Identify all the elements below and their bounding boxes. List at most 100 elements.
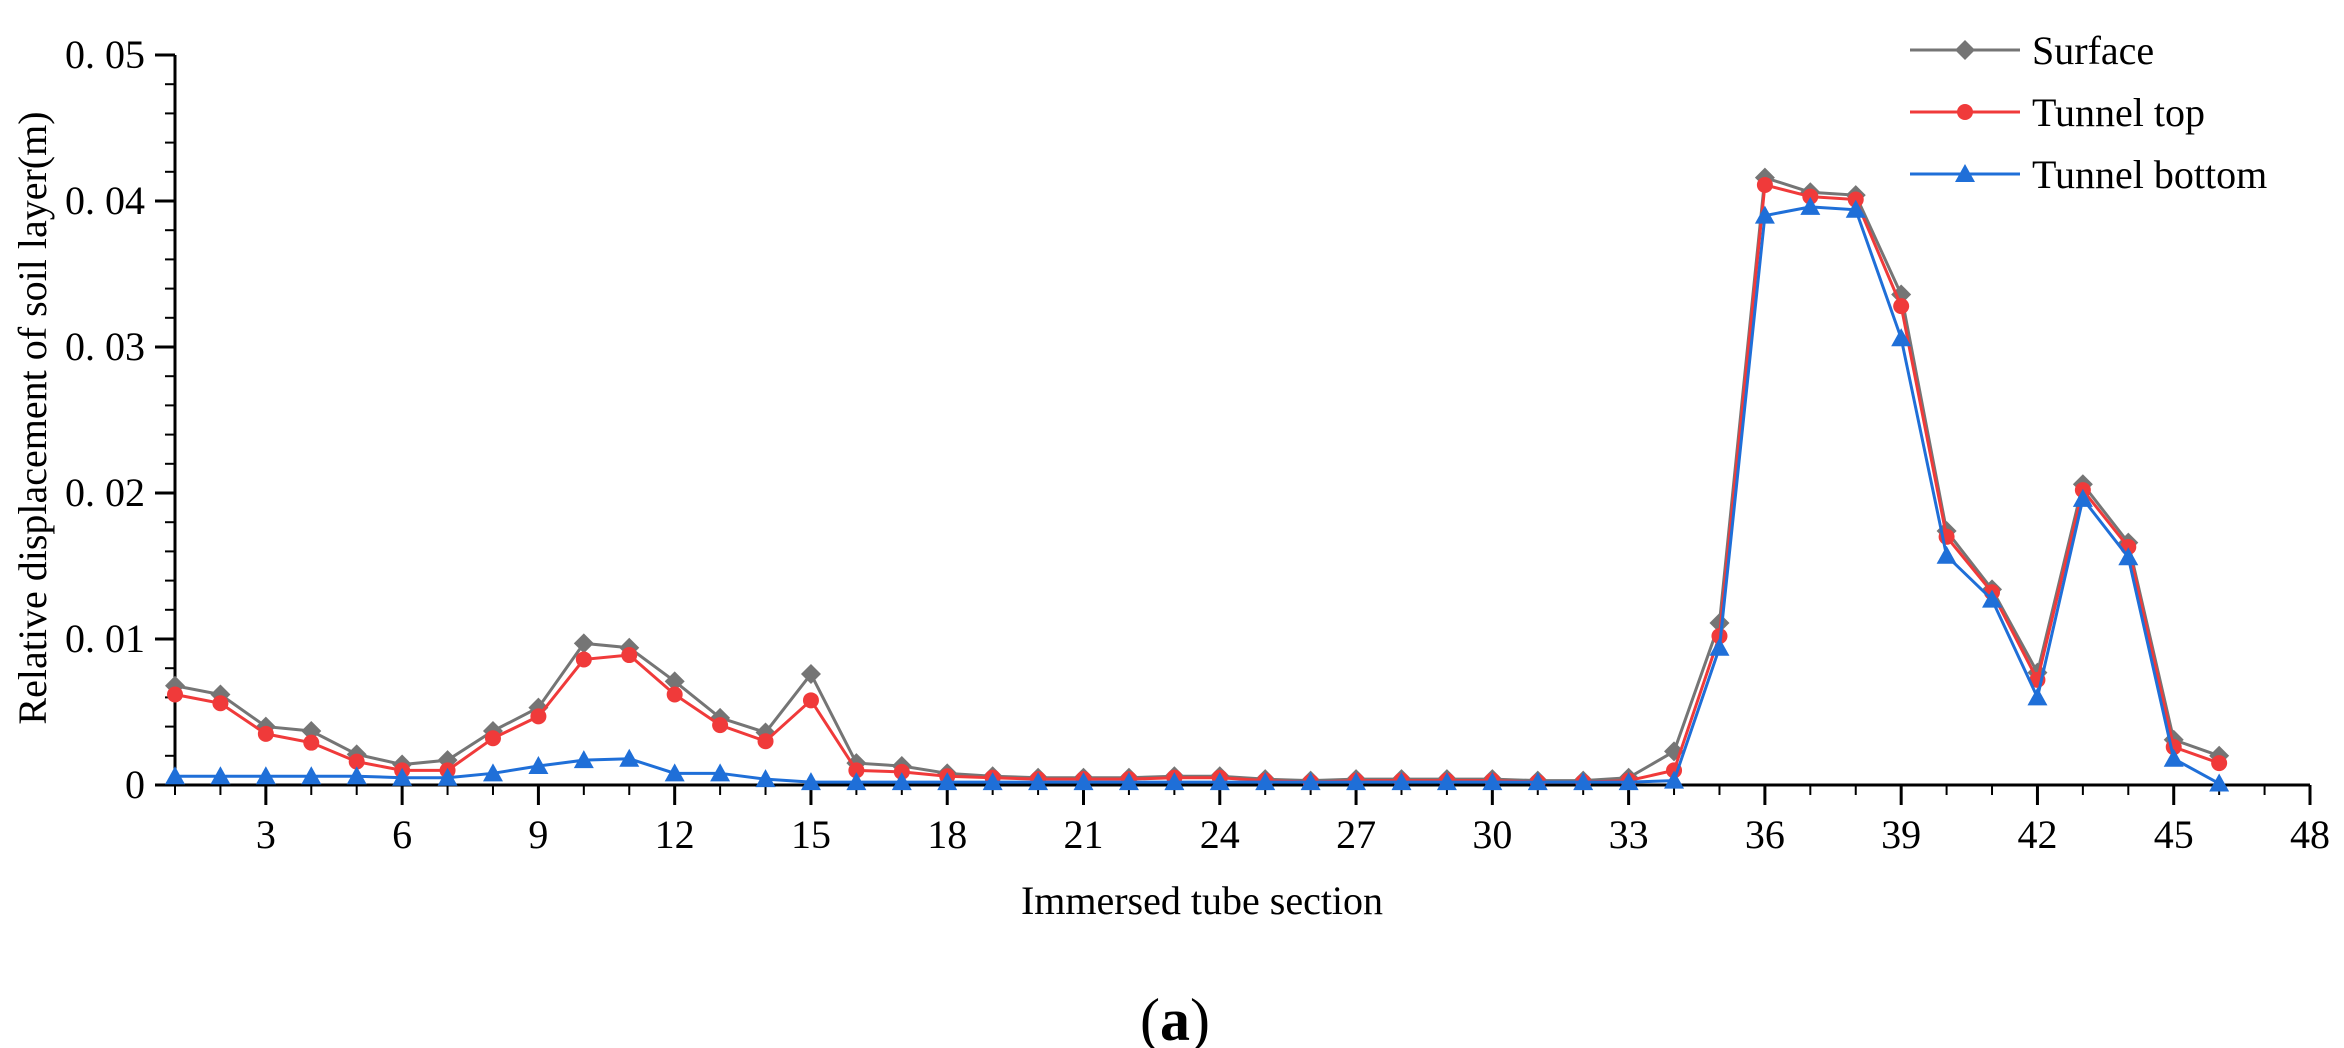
- data-point-tunnel-top: [1847, 191, 1864, 208]
- data-point-tunnel-bottom: [1891, 328, 1912, 347]
- data-point-tunnel-bottom: [1391, 772, 1412, 791]
- data-point-tunnel-bottom: [346, 766, 367, 785]
- data-point-tunnel-bottom: [1573, 772, 1594, 791]
- data-point-tunnel-bottom: [1664, 770, 1685, 789]
- data-point-tunnel-bottom: [891, 772, 912, 791]
- legend-marker: [1955, 164, 1975, 182]
- data-point-tunnel-bottom: [664, 763, 685, 782]
- data-point-tunnel-bottom: [392, 767, 413, 786]
- data-point-tunnel-bottom: [1709, 637, 1730, 656]
- y-tick-label: 0: [125, 762, 145, 807]
- x-tick-label: 6: [392, 812, 412, 857]
- data-point-tunnel-bottom: [846, 772, 867, 791]
- series-line-tunnel-bottom: [175, 205, 2220, 785]
- data-point-tunnel-bottom: [755, 769, 776, 788]
- x-tick-label: 42: [2017, 812, 2057, 857]
- data-point-tunnel-top: [893, 763, 910, 780]
- data-point-tunnel-top: [167, 686, 183, 703]
- x-tick-label: 12: [655, 812, 695, 857]
- x-tick-label: 27: [1336, 812, 1376, 857]
- data-point-tunnel-bottom: [255, 766, 276, 785]
- data-point-tunnel-bottom: [1936, 545, 1957, 564]
- x-axis-title: Immersed tube section: [1021, 878, 1383, 923]
- x-tick-label: 39: [1881, 812, 1921, 857]
- data-point-tunnel-bottom: [1028, 772, 1049, 791]
- x-tick-label: 36: [1745, 812, 1785, 857]
- panel-label-open: (: [1140, 987, 1160, 1048]
- data-point-tunnel-bottom: [2027, 687, 2048, 706]
- data-point-tunnel-bottom: [800, 772, 821, 791]
- data-point-tunnel-bottom: [1436, 772, 1457, 791]
- series-line-tunnel-top: [174, 183, 2220, 784]
- data-point-surface: [301, 720, 322, 741]
- data-point-tunnel-bottom: [2163, 748, 2184, 767]
- data-point-tunnel-bottom: [1482, 772, 1503, 791]
- data-point-tunnel-top: [303, 734, 320, 751]
- series-layer: [165, 167, 2230, 792]
- legend-item-tunnel-bottom: Tunnel bottom: [1910, 152, 2267, 197]
- data-point-tunnel-bottom: [619, 748, 640, 767]
- data-point-tunnel-top: [666, 686, 683, 703]
- legend-item-surface: Surface: [1910, 28, 2154, 73]
- data-point-tunnel-bottom: [1346, 772, 1367, 791]
- data-point-tunnel-bottom: [2118, 547, 2139, 566]
- data-point-tunnel-bottom: [437, 767, 458, 786]
- data-point-tunnel-bottom: [210, 766, 231, 785]
- data-point-tunnel-bottom: [482, 763, 503, 782]
- panel-label-close: ): [1190, 987, 1210, 1048]
- data-point-tunnel-top: [212, 695, 229, 712]
- legend-label: Surface: [2032, 28, 2154, 73]
- data-point-tunnel-bottom: [710, 763, 731, 782]
- x-tick-label: 45: [2154, 812, 2194, 857]
- data-point-tunnel-bottom: [1845, 199, 1866, 218]
- x-tick-label: 48: [2290, 812, 2330, 857]
- data-point-tunnel-bottom: [1800, 196, 1821, 215]
- data-point-tunnel-bottom: [1118, 772, 1139, 791]
- data-point-tunnel-bottom: [1982, 589, 2003, 608]
- panel-label: (a): [1140, 987, 1210, 1048]
- data-point-tunnel-top: [802, 692, 819, 709]
- data-point-tunnel-top: [848, 762, 865, 779]
- data-point-tunnel-bottom: [1209, 772, 1230, 791]
- data-point-tunnel-top: [1802, 188, 1819, 205]
- data-point-tunnel-bottom: [1255, 772, 1276, 791]
- data-point-tunnel-top: [2211, 755, 2228, 772]
- data-point-tunnel-bottom: [165, 766, 185, 785]
- data-point-tunnel-bottom: [301, 766, 322, 785]
- data-point-tunnel-bottom: [1164, 772, 1185, 791]
- data-point-tunnel-top: [1756, 176, 1773, 193]
- x-tick-label: 21: [1064, 812, 1104, 857]
- data-point-tunnel-bottom: [937, 772, 958, 791]
- data-point-surface: [1891, 284, 1912, 305]
- legend-label: Tunnel bottom: [2032, 152, 2267, 197]
- y-axis-title: Relative displacement of soil layer(m): [10, 111, 55, 724]
- panel-label-letter: a: [1160, 987, 1190, 1048]
- data-point-tunnel-bottom: [1300, 772, 1321, 791]
- x-tick-label: 33: [1609, 812, 1649, 857]
- data-point-tunnel-bottom: [528, 756, 549, 775]
- data-point-surface: [800, 664, 821, 685]
- series-tunnel-bottom: [165, 196, 2230, 792]
- data-point-tunnel-bottom: [1527, 772, 1548, 791]
- data-point-tunnel-top: [757, 733, 774, 750]
- data-point-tunnel-top: [484, 730, 501, 747]
- data-point-surface: [664, 671, 685, 692]
- data-point-tunnel-bottom: [2209, 773, 2230, 792]
- data-point-surface: [573, 633, 594, 654]
- data-point-tunnel-bottom: [2072, 488, 2093, 507]
- y-tick-label: 0. 01: [65, 616, 145, 661]
- data-point-tunnel-top: [575, 651, 592, 668]
- data-point-tunnel-bottom: [1754, 205, 1775, 224]
- y-tick-label: 0. 05: [65, 32, 145, 77]
- data-point-tunnel-top: [257, 725, 274, 742]
- legend-marker: [1955, 40, 1975, 60]
- x-tick-label: 9: [528, 812, 548, 857]
- x-tick-label: 3: [256, 812, 276, 857]
- x-tick-label: 30: [1472, 812, 1512, 857]
- data-point-tunnel-bottom: [1073, 772, 1094, 791]
- data-point-tunnel-bottom: [1618, 772, 1639, 791]
- data-point-tunnel-top: [621, 647, 638, 664]
- y-tick-label: 0. 04: [65, 178, 145, 223]
